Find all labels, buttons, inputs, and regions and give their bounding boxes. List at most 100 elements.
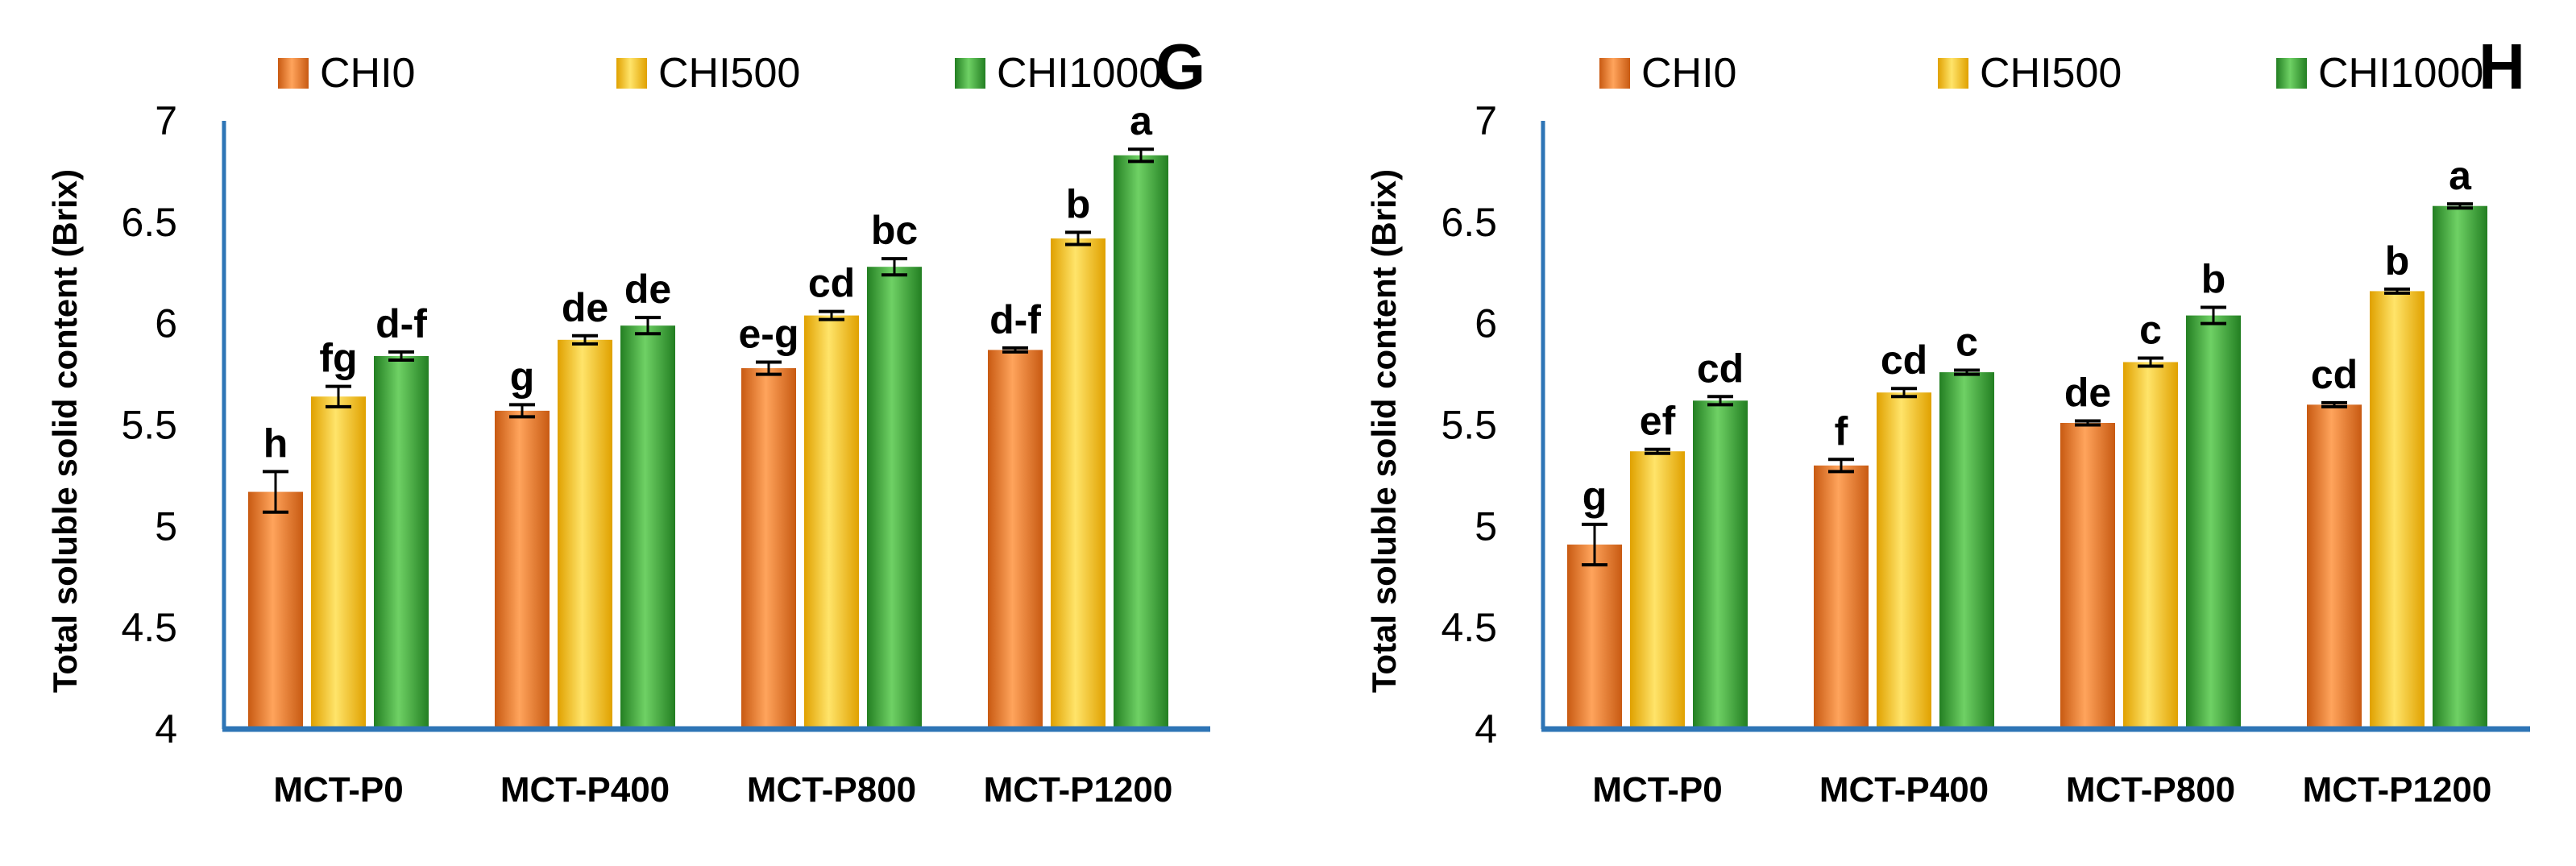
error-bar (2201, 305, 2226, 325)
bar-chi0-mct-p0 (248, 491, 303, 729)
bar-chi500-mct-p0 (1630, 451, 1685, 729)
y-tick-label: 5 (155, 503, 177, 549)
error-bar (819, 309, 844, 321)
significance-letter: c (1956, 320, 1978, 365)
y-tick-label: 4.5 (1441, 605, 1497, 650)
x-category-label: MCT-P800 (2066, 770, 2235, 810)
significance-letter: f (1835, 408, 1848, 454)
legend-swatch-chi500 (1938, 58, 1968, 89)
bar-chi1000-mct-p800 (867, 267, 922, 729)
bar-chi1000-mct-p0 (374, 355, 429, 729)
significance-letter: de (2064, 370, 2111, 415)
error-bar (1645, 447, 1670, 455)
y-tick-label: 5.5 (121, 403, 177, 448)
bar-chi500-mct-p400 (558, 339, 612, 729)
panel-label: H (2479, 31, 2525, 102)
error-bar (1002, 346, 1028, 354)
y-tick-label: 4 (1475, 706, 1497, 752)
significance-letter: cd (1881, 338, 1927, 383)
significance-letter: de (562, 285, 608, 330)
bar-chi1000-mct-p1200 (2433, 205, 2487, 729)
bar-chi0-mct-p0 (1567, 544, 1622, 729)
error-bar (1707, 395, 1733, 407)
error-bar (2384, 287, 2410, 295)
legend: CHI0 CHI500 CHI1000 (1599, 50, 2483, 97)
bar-chi500-mct-p800 (804, 315, 859, 730)
x-category-label: MCT-P1200 (984, 770, 1173, 810)
legend-label-chi0: CHI0 (1641, 50, 1736, 97)
error-bar (263, 470, 288, 514)
bar-chi500-mct-p800 (2123, 362, 2178, 729)
bar-chi0-mct-p400 (495, 410, 550, 729)
error-bar (1128, 147, 1154, 164)
significance-letter: g (510, 354, 535, 399)
bar-chi0-mct-p1200 (2307, 404, 2362, 729)
significance-letter: h (263, 421, 288, 466)
legend-label-chi1000: CHI1000 (997, 50, 1162, 97)
significance-letter: a (2449, 153, 2472, 198)
legend: CHI0 CHI500 CHI1000 (278, 50, 1162, 97)
error-bar (1954, 368, 1980, 376)
error-bar (388, 350, 414, 362)
x-category-label: MCT-P1200 (2303, 770, 2492, 810)
error-bar (1891, 387, 1917, 399)
significance-letter: b (1066, 181, 1091, 226)
y-tick-label: 7 (155, 98, 177, 143)
error-bar (572, 334, 598, 346)
error-bar (326, 384, 351, 408)
x-category-label: MCT-P0 (1592, 770, 1722, 810)
significance-letter: fg (319, 336, 357, 381)
significance-letter: g (1583, 474, 1607, 519)
y-tick-label: 6 (1475, 301, 1497, 346)
bar-chi1000-mct-p400 (620, 325, 675, 729)
significance-letter: cd (2311, 352, 2358, 397)
bar-chi0-mct-p1200 (988, 350, 1043, 729)
legend-label-chi1000: CHI1000 (2318, 50, 2483, 97)
y-tick-label: 4 (155, 706, 177, 752)
bar-chi1000-mct-p800 (2186, 315, 2241, 730)
y-tick-label: 5 (1475, 503, 1497, 549)
error-bar (2321, 400, 2347, 408)
x-category-label: MCT-P400 (500, 770, 670, 810)
y-tick-label: 4.5 (121, 605, 177, 650)
bar-chi500-mct-p1200 (2370, 291, 2425, 729)
bar-chi1000-mct-p1200 (1114, 155, 1168, 730)
significance-letter: ef (1640, 399, 1676, 444)
y-axis-ticks: 4 4.5 5 5.5 6 6.5 7 (121, 98, 177, 752)
x-category-label: MCT-P800 (747, 770, 916, 810)
error-bar (2138, 356, 2163, 368)
significance-letter: cd (1697, 346, 1744, 391)
legend-swatch-chi0 (278, 58, 309, 89)
bar-chi1000-mct-p0 (1693, 400, 1748, 729)
y-tick-label: 6.5 (121, 200, 177, 245)
panel-label: G (1155, 31, 1205, 102)
y-axis-label: Total soluble solid content (Brix) (1365, 169, 1403, 693)
significance-letter: d-f (989, 297, 1041, 342)
bar-chi500-mct-p1200 (1051, 238, 1105, 729)
significance-letter: a (1130, 98, 1153, 143)
y-tick-label: 5.5 (1441, 403, 1497, 448)
legend-label-chi500: CHI500 (658, 50, 800, 97)
error-bar (881, 257, 907, 277)
y-axis-label: Total soluble solid content (Brix) (46, 169, 84, 693)
x-axis-categories: MCT-P0 MCT-P400 MCT-P800 MCT-P1200 (273, 770, 1172, 810)
x-category-label: MCT-P400 (1819, 770, 1989, 810)
significance-letter: b (2201, 257, 2226, 302)
error-bar (756, 360, 782, 376)
error-bar (2075, 419, 2101, 427)
legend-swatch-chi500 (616, 58, 647, 89)
significance-letter: c (2139, 307, 2162, 352)
legend-swatch-chi1000 (2276, 58, 2307, 89)
error-bar (1582, 522, 1607, 567)
error-bar (1828, 458, 1854, 474)
bar-chi0-mct-p800 (741, 368, 796, 729)
significance-letter: cd (808, 261, 855, 306)
y-tick-label: 6.5 (1441, 200, 1497, 245)
error-bar (1065, 230, 1091, 247)
bar-chi1000-mct-p400 (1939, 372, 1994, 729)
y-tick-label: 6 (155, 301, 177, 346)
chart-panel-g: CHI0 CHI500 CHI1000 G Total soluble solid … (46, 31, 1210, 810)
significance-letter: bc (871, 208, 918, 253)
